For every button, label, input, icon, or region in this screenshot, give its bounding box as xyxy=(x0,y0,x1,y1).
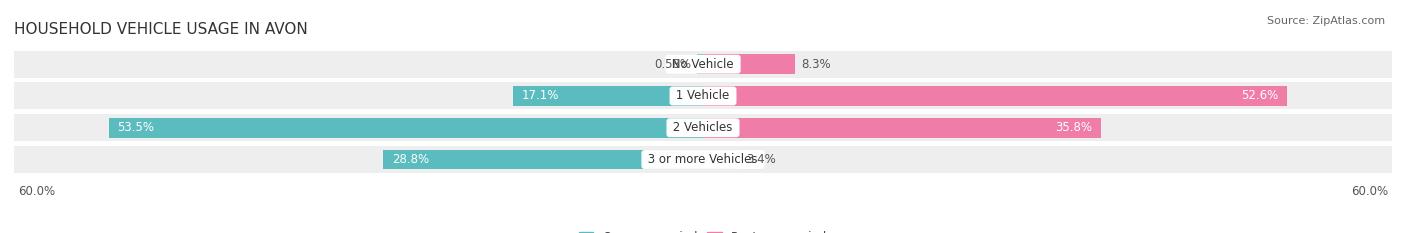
Bar xyxy=(14,82,1392,110)
Text: 1 Vehicle: 1 Vehicle xyxy=(672,89,734,103)
Text: 0.58%: 0.58% xyxy=(654,58,690,71)
Text: Source: ZipAtlas.com: Source: ZipAtlas.com xyxy=(1267,16,1385,26)
Text: 3 or more Vehicles: 3 or more Vehicles xyxy=(644,153,762,166)
Bar xyxy=(513,86,703,106)
Text: 28.8%: 28.8% xyxy=(392,153,429,166)
Text: 3.4%: 3.4% xyxy=(747,153,776,166)
Bar xyxy=(14,114,1392,141)
Bar xyxy=(14,146,1392,173)
Text: 35.8%: 35.8% xyxy=(1054,121,1092,134)
Text: 8.3%: 8.3% xyxy=(801,58,831,71)
Text: No Vehicle: No Vehicle xyxy=(668,58,738,71)
Bar xyxy=(108,118,703,137)
Text: 53.5%: 53.5% xyxy=(117,121,155,134)
Text: HOUSEHOLD VEHICLE USAGE IN AVON: HOUSEHOLD VEHICLE USAGE IN AVON xyxy=(14,22,308,37)
Text: 2 Vehicles: 2 Vehicles xyxy=(669,121,737,134)
Bar xyxy=(703,54,796,74)
Bar xyxy=(703,118,1101,137)
Bar xyxy=(382,150,703,169)
Legend: Owner-occupied, Renter-occupied: Owner-occupied, Renter-occupied xyxy=(574,226,832,233)
Text: 17.1%: 17.1% xyxy=(522,89,560,103)
Text: 52.6%: 52.6% xyxy=(1241,89,1278,103)
Bar xyxy=(696,54,703,74)
Bar xyxy=(703,86,1288,106)
Bar xyxy=(14,51,1392,78)
Bar xyxy=(703,150,741,169)
